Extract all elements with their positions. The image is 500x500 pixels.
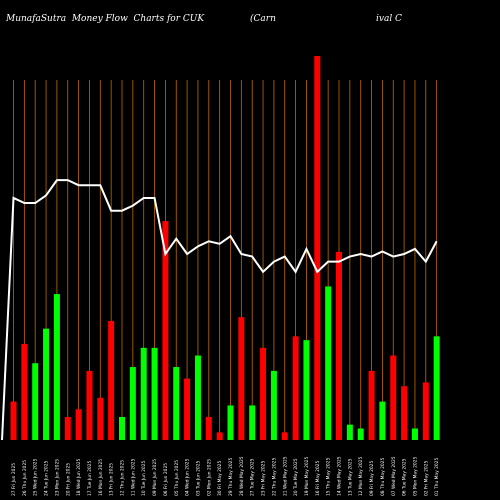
chart-title-symbol: (Carn ival C bbox=[250, 14, 402, 24]
bar-down bbox=[10, 401, 17, 440]
bar-up bbox=[119, 416, 125, 440]
bar-down bbox=[422, 382, 429, 440]
bar-up bbox=[411, 428, 418, 440]
x-tick-label: 27 Tue May 2025 bbox=[250, 458, 256, 496]
x-tick-label: 13 Tue May 2025 bbox=[347, 458, 353, 496]
bar-down bbox=[205, 416, 212, 440]
bar-down bbox=[336, 251, 342, 440]
bar-up bbox=[53, 294, 60, 440]
x-tick-label: 22 Thu May 2025 bbox=[271, 458, 277, 496]
bar-up bbox=[357, 428, 364, 440]
bar-down bbox=[21, 344, 28, 440]
x-tick-label: 12 Thu Jun 2025 bbox=[120, 460, 126, 496]
bar-down bbox=[260, 347, 267, 440]
bar-up bbox=[227, 405, 234, 440]
bar-down bbox=[108, 320, 115, 440]
x-tick-label: 27 Fri Jun 2025 bbox=[11, 463, 17, 496]
x-tick-label: 17 Tue Jun 2025 bbox=[87, 460, 93, 496]
x-tick-label: 09 Fri May 2025 bbox=[369, 461, 375, 496]
x-tick-label: 16 Fri May 2025 bbox=[315, 461, 321, 496]
bar-up bbox=[303, 340, 310, 440]
money-flow-line bbox=[1, 179, 438, 441]
bar-down bbox=[75, 409, 82, 440]
bar-up bbox=[32, 363, 39, 440]
bar-down bbox=[184, 378, 191, 440]
chart-title: MunafaSutra Money Flow Charts for CUK bbox=[6, 14, 205, 24]
x-tick-label: 02 Mon Jun 2025 bbox=[206, 459, 212, 496]
bar-up bbox=[194, 355, 201, 440]
bar-up bbox=[173, 367, 180, 440]
x-tick-label: 08 Thu May 2025 bbox=[380, 458, 386, 496]
bar-up bbox=[270, 370, 277, 440]
x-tick-label: 19 Mon May 2025 bbox=[304, 457, 310, 496]
bar-up bbox=[433, 336, 440, 440]
x-tick-label: 20 Fri Jun 2025 bbox=[65, 463, 71, 496]
x-tick-label: 15 Thu May 2025 bbox=[326, 458, 332, 496]
x-tick-label: 18 Wed Jun 2025 bbox=[76, 458, 82, 496]
bar-down bbox=[401, 386, 408, 440]
bar-series bbox=[10, 56, 440, 440]
bar-down bbox=[162, 221, 169, 440]
bar-up bbox=[151, 347, 158, 440]
bar-down bbox=[368, 370, 375, 440]
line-series bbox=[1, 179, 438, 441]
x-tick-label: 23 Mon Jun 2025 bbox=[54, 459, 60, 496]
x-tick-label: 10 Tue Jun 2025 bbox=[141, 460, 147, 496]
bar-down bbox=[86, 370, 93, 440]
x-tick-label: 02 Fri May 2025 bbox=[423, 461, 429, 496]
x-tick-label: 13 Fri Jun 2025 bbox=[109, 463, 115, 496]
x-tick-label: 24 Tue Jun 2025 bbox=[44, 460, 50, 496]
x-tick-label: 04 Wed Jun 2025 bbox=[185, 458, 191, 496]
x-tick-label: 28 Wed May 2025 bbox=[239, 456, 245, 496]
x-tick-label: 16 Mon Jun 2025 bbox=[98, 459, 104, 496]
bar-down bbox=[292, 336, 299, 440]
bar-down bbox=[281, 432, 288, 440]
x-tick-label: 14 Wed May 2025 bbox=[337, 456, 343, 496]
x-tick-label: 23 Fri May 2025 bbox=[261, 461, 267, 496]
x-tick-label: 11 Wed Jun 2025 bbox=[130, 458, 136, 496]
x-tick-label: 09 Mon Jun 2025 bbox=[152, 459, 158, 496]
x-tick-label: 29 Thu May 2025 bbox=[228, 458, 234, 496]
x-tick-label: 07 Wed May 2025 bbox=[391, 456, 397, 496]
x-tick-label: 30 Fri May 2025 bbox=[217, 461, 223, 496]
bar-up bbox=[140, 347, 147, 440]
x-tick-label: 05 Thu Jun 2025 bbox=[174, 460, 180, 496]
x-tick-label: 25 Wed Jun 2025 bbox=[33, 458, 39, 496]
x-tick-label: 12 Mon May 2025 bbox=[358, 457, 364, 496]
bar-up bbox=[129, 367, 136, 440]
x-tick-label: 03 Tue Jun 2025 bbox=[195, 460, 201, 496]
x-tick-label: 06 Fri Jun 2025 bbox=[163, 463, 169, 496]
bar-down bbox=[390, 355, 397, 440]
x-tick-label: 20 Tue May 2025 bbox=[293, 458, 299, 496]
bar-down bbox=[314, 56, 321, 440]
bar-down bbox=[216, 432, 223, 440]
bar-up bbox=[325, 286, 332, 440]
bar-up bbox=[379, 401, 386, 440]
x-tick-label: 06 Tue May 2025 bbox=[402, 458, 408, 496]
x-tick-label: 01 Thu May 2025 bbox=[434, 458, 440, 496]
x-tick-labels: 27 Fri Jun 2025 26 Thu Jun 2025 25 Wed Jun… bbox=[11, 456, 440, 496]
bar-down bbox=[238, 317, 245, 440]
bar-down bbox=[97, 397, 104, 440]
bar-up bbox=[346, 424, 353, 440]
bar-up bbox=[43, 328, 50, 440]
x-tick-label: 05 Mon May 2025 bbox=[412, 457, 418, 496]
x-tick-label: 26 Thu Jun 2025 bbox=[22, 460, 28, 496]
bar-up bbox=[249, 405, 256, 440]
x-tick-label: 21 Wed May 2025 bbox=[282, 456, 288, 496]
bar-down bbox=[64, 416, 71, 440]
